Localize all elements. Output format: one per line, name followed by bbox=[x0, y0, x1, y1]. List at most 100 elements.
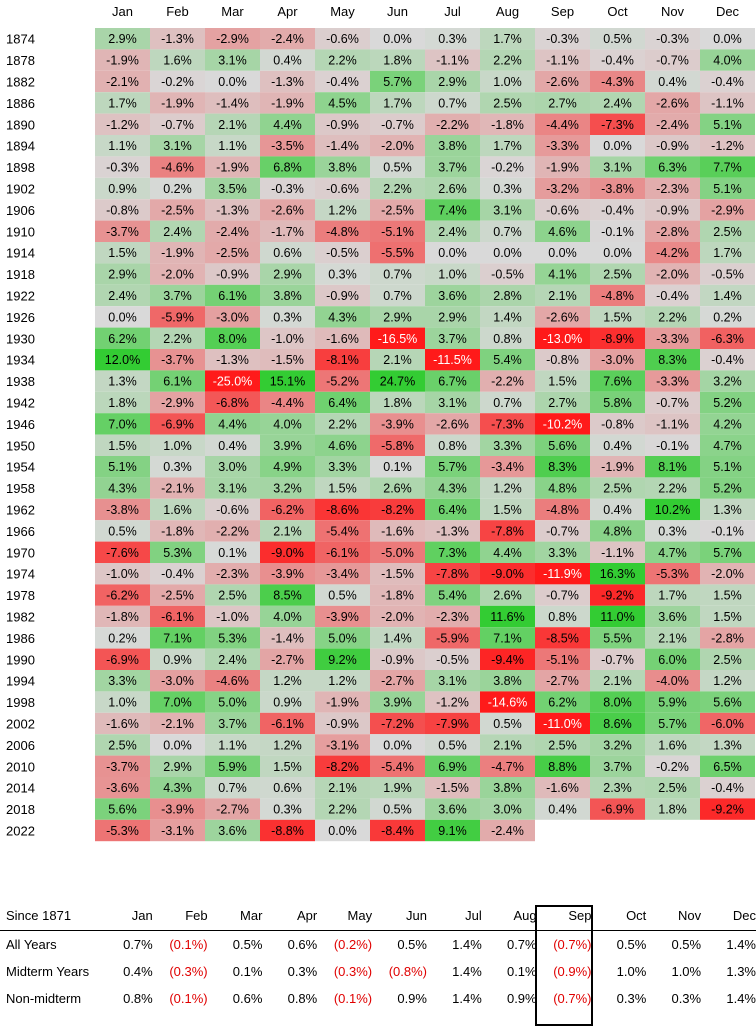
heatmap-cell bbox=[645, 370, 700, 392]
heatmap-cell-label: 8.0% bbox=[603, 696, 632, 710]
heatmap-cell-label: -0.7% bbox=[656, 396, 689, 410]
heatmap-cell bbox=[480, 49, 535, 71]
heatmap-cell bbox=[95, 220, 150, 242]
heatmap-cell-label: 11.0% bbox=[600, 610, 635, 624]
heatmap-cell-label: -0.4% bbox=[656, 289, 689, 303]
heatmap-cell bbox=[260, 220, 315, 242]
heatmap-cell-label: 2.5% bbox=[548, 738, 577, 752]
heatmap-cell-label: -1.1% bbox=[711, 96, 744, 110]
heatmap-cell-label: -3.9% bbox=[381, 417, 414, 431]
heatmap-cell bbox=[535, 563, 590, 585]
heatmap-cell-label: 0.4% bbox=[218, 439, 247, 453]
heatmap-cell-label: 7.7% bbox=[713, 161, 742, 175]
heatmap-cell-label: 0.8% bbox=[438, 439, 467, 453]
heatmap-cell bbox=[315, 349, 370, 371]
heatmap-cell bbox=[425, 306, 480, 328]
heatmap-cell-label: 0.6% bbox=[273, 781, 302, 795]
heatmap-cell bbox=[535, 670, 590, 692]
heatmap-cell-label: 1.5% bbox=[328, 482, 357, 496]
heatmap-cell-label: 2.5% bbox=[713, 653, 742, 667]
heatmap-cell-label: 3.8% bbox=[273, 289, 302, 303]
heatmap-cell bbox=[590, 263, 645, 285]
heatmap-cell bbox=[535, 370, 590, 392]
heatmap-cell bbox=[260, 520, 315, 542]
heatmap-cell bbox=[260, 584, 315, 606]
heatmap-cell bbox=[370, 28, 425, 50]
heatmap-cell-label: 0.0% bbox=[383, 738, 412, 752]
heatmap-cell bbox=[150, 413, 205, 435]
year-label: 1942 bbox=[6, 396, 35, 411]
heatmap-cell bbox=[480, 113, 535, 135]
heatmap-cell-label: 1.1% bbox=[108, 139, 137, 153]
heatmap-cell-label: 4.3% bbox=[438, 482, 467, 496]
heatmap-cell bbox=[150, 520, 205, 542]
heatmap-cell-label: 6.5% bbox=[713, 760, 742, 774]
heatmap-cell-label: 0.0% bbox=[438, 246, 467, 260]
month-header-oct: Oct bbox=[607, 4, 628, 19]
heatmap-cell-label: -0.4% bbox=[711, 75, 744, 89]
heatmap-cell bbox=[260, 177, 315, 200]
heatmap-cell-label: -0.4% bbox=[601, 54, 634, 68]
heatmap-cell-label: 1.9% bbox=[383, 781, 412, 795]
heatmap-cell bbox=[205, 263, 260, 285]
heatmap-cell-label: -1.8% bbox=[381, 589, 414, 603]
heatmap-cell bbox=[480, 819, 535, 842]
heatmap-cell bbox=[95, 605, 150, 628]
heatmap-cell-label: 1.6% bbox=[658, 738, 687, 752]
heatmap-cell-label: 2.5% bbox=[218, 589, 247, 603]
heatmap-cell bbox=[480, 156, 535, 178]
heatmap-cell-label: 3.1% bbox=[218, 482, 247, 496]
heatmap-cell-label: -2.5% bbox=[216, 246, 249, 260]
heatmap-cell bbox=[590, 734, 645, 756]
heatmap-cell-label: -5.5% bbox=[381, 246, 414, 260]
year-label: 1938 bbox=[6, 374, 35, 389]
heatmap-cell bbox=[370, 627, 425, 649]
heatmap-cell-label: -16.5% bbox=[378, 332, 418, 346]
heatmap-cell bbox=[425, 777, 480, 799]
heatmap-cell bbox=[480, 135, 535, 157]
heatmap-cell bbox=[535, 242, 590, 264]
summary-header-row: Since 1871 Jan Feb Mar Apr May Jun Jul Aug Sep Oct… bbox=[0, 900, 756, 931]
heatmap-cell bbox=[590, 391, 645, 414]
heatmap-cell bbox=[425, 370, 480, 392]
heatmap-cell-label: -6.9% bbox=[161, 417, 194, 431]
heatmap-cell bbox=[95, 648, 150, 670]
heatmap-cell-label: -3.5% bbox=[271, 139, 304, 153]
heatmap-cell-label: 0.4% bbox=[658, 75, 687, 89]
heatmap-cell bbox=[95, 755, 150, 777]
heatmap-cell bbox=[370, 584, 425, 606]
summary-cell: 0.3% bbox=[671, 991, 702, 1006]
heatmap-cell bbox=[205, 648, 260, 670]
heatmap-cell-label: -7.2% bbox=[381, 717, 414, 731]
heatmap-cell bbox=[480, 199, 535, 221]
heatmap-cell bbox=[645, 777, 700, 799]
heatmap-cell-label: 5.1% bbox=[713, 182, 742, 196]
heatmap-cell bbox=[205, 306, 260, 328]
heatmap-cell bbox=[425, 349, 480, 371]
heatmap-cell bbox=[480, 670, 535, 692]
heatmap-cell-label: 0.7% bbox=[438, 96, 467, 110]
heatmap-cell bbox=[150, 691, 205, 713]
heatmap-cell-label: -3.9% bbox=[326, 610, 359, 624]
year-label: 1934 bbox=[6, 353, 35, 368]
heatmap-cell-label: 2.6% bbox=[493, 589, 522, 603]
heatmap-cell-label: 0.0% bbox=[493, 246, 522, 260]
heatmap-cell-label: 3.2% bbox=[273, 482, 302, 496]
heatmap-cell bbox=[95, 798, 150, 820]
heatmap-cell bbox=[150, 456, 205, 478]
month-header-sep: Sep bbox=[551, 4, 574, 19]
heatmap-cell-label: 2.2% bbox=[163, 332, 192, 346]
heatmap-cell bbox=[645, 135, 700, 157]
heatmap-cell bbox=[590, 777, 645, 799]
heatmap-cell bbox=[590, 627, 645, 649]
heatmap-cell-label: 3.0% bbox=[218, 460, 247, 474]
heatmap-cell bbox=[205, 819, 260, 842]
heatmap-cell-label: 1.5% bbox=[273, 760, 302, 774]
heatmap-cell-label: -0.7% bbox=[546, 589, 579, 603]
year-label: 1958 bbox=[6, 481, 35, 496]
heatmap-cell bbox=[205, 456, 260, 478]
heatmap-cell bbox=[645, 199, 700, 221]
heatmap-cell-label: -1.9% bbox=[161, 96, 194, 110]
heatmap-cell bbox=[700, 734, 755, 756]
heatmap-cell bbox=[480, 306, 535, 328]
